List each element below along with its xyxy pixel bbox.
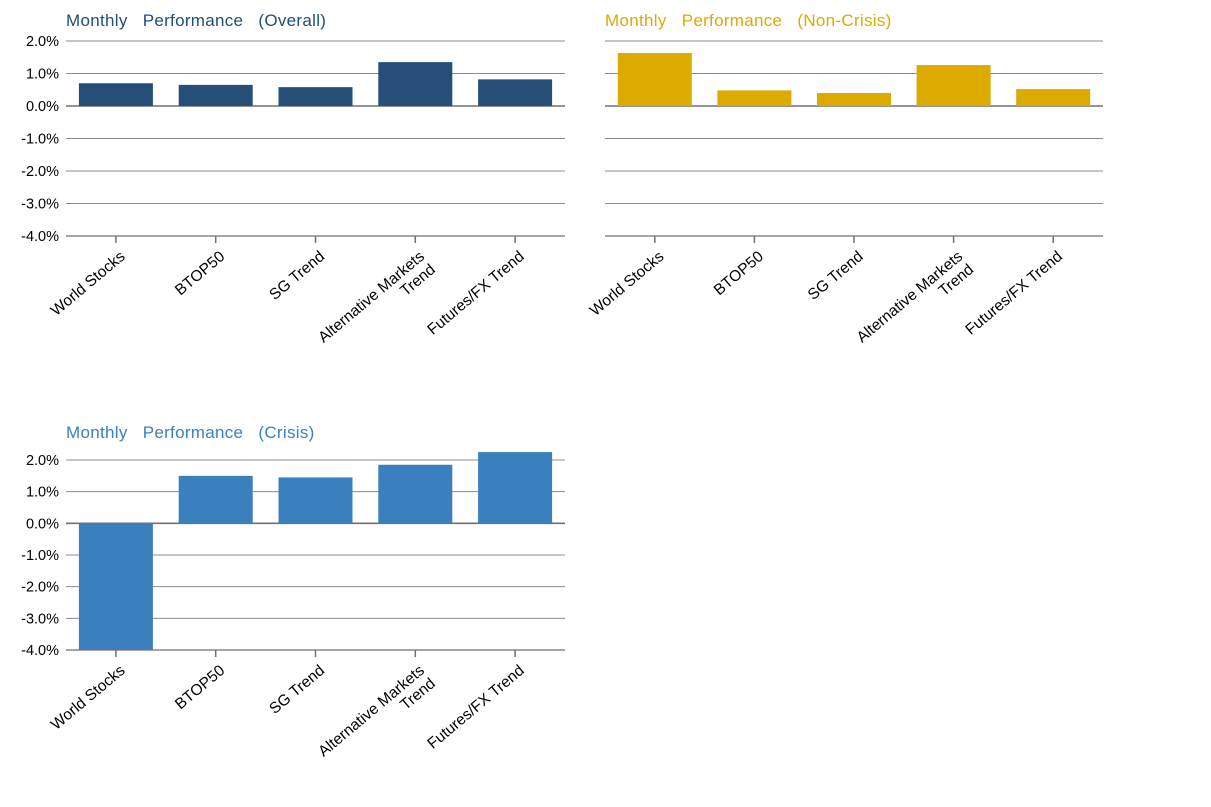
bar (78, 83, 153, 106)
y-tick-label: 0.0% (26, 99, 59, 115)
bar (478, 452, 553, 524)
bar (916, 65, 991, 106)
chart-title: Monthly Performance (Crisis) (66, 423, 315, 442)
y-tick-label: 0.0% (26, 516, 59, 532)
chart-title: Monthly Performance (Overall) (66, 11, 327, 30)
chart-svg: 2.0%1.0%0.0%-1.0%-2.0%-3.0%-4.0%World St… (21, 34, 565, 346)
bar (278, 477, 353, 524)
x-tick-label: SG Trend (266, 662, 328, 718)
bar (617, 53, 692, 106)
x-tick-label: BTOP50 (711, 248, 768, 299)
bar (478, 79, 553, 106)
x-tick-label: Futures/FX Trend (962, 248, 1065, 339)
x-tick-label: BTOP50 (172, 662, 229, 713)
y-tick-label: 1.0% (26, 67, 59, 83)
y-tick-label: -4.0% (21, 643, 59, 659)
y-tick-label: -3.0% (21, 611, 59, 627)
x-tick-label: Alternative MarketsTrend (315, 662, 439, 773)
y-tick-label: 2.0% (26, 453, 59, 469)
bar (378, 62, 453, 106)
y-tick-label: -4.0% (21, 229, 59, 245)
x-tick-label: World Stocks (48, 662, 129, 734)
y-tick-label: -1.0% (21, 132, 59, 148)
x-tick-label: Futures/FX Trend (424, 662, 527, 753)
y-tick-label: -2.0% (21, 580, 59, 596)
chart-overall: Monthly Performance (Overall) 2.0% 1.0% 0.… (0, 0, 600, 400)
chart-title: Monthly Performance (Non-Crisis) (605, 11, 892, 30)
x-tick-label: SG Trend (805, 248, 867, 304)
y-tick-label: 2.0% (26, 34, 59, 50)
bar (817, 93, 891, 106)
bar (178, 84, 253, 106)
bar (278, 87, 353, 106)
y-tick-label: -1.0% (21, 548, 59, 564)
bar (378, 464, 453, 524)
chart-non-crisis: Monthly Performance (Non-Crisis) World S… (0, 0, 1150, 400)
bar (178, 475, 253, 524)
y-tick-label: -3.0% (21, 197, 59, 213)
chart-svg: 2.0% 1.0% 0.0% -1.0% -2.0% -3.0% -4.0% World St… (21, 452, 565, 773)
bar (78, 523, 153, 650)
y-tick-label: -2.0% (21, 164, 59, 180)
bar (1016, 89, 1091, 106)
y-tick-label: 1.0% (26, 485, 59, 501)
chart-crisis: Monthly Performance (Crisis) 2.0% 1.0% 0.0… (0, 0, 600, 807)
x-tick-label: Alternative MarketsTrend (854, 248, 978, 359)
bar (717, 90, 792, 106)
